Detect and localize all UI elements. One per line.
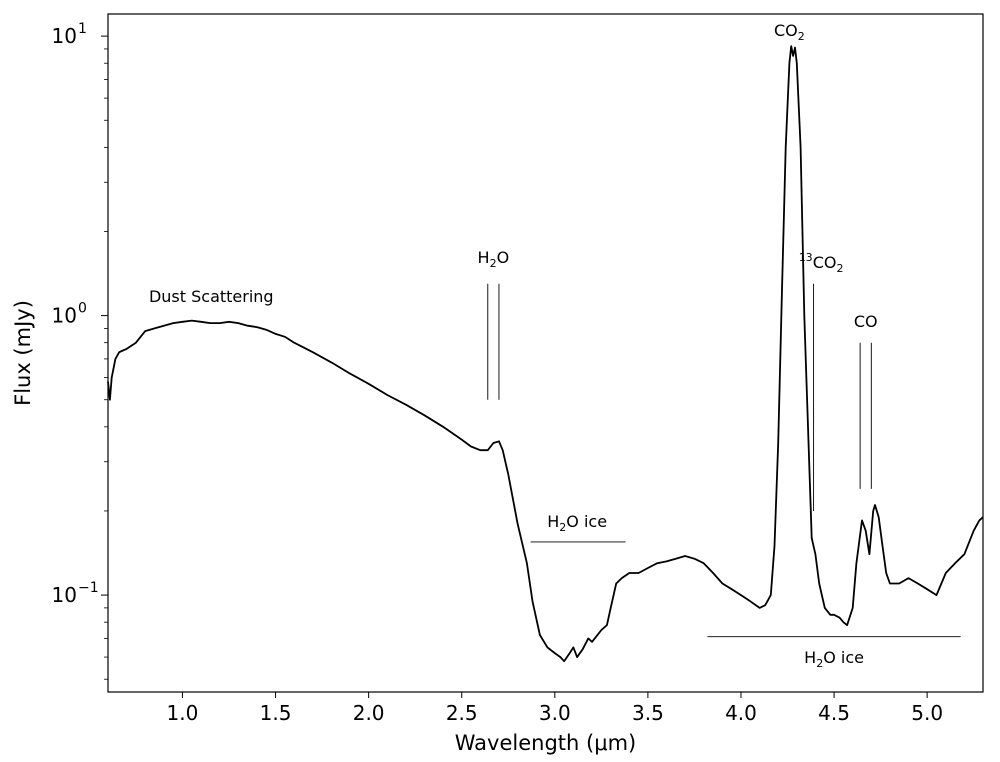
h2o-ice-label-2: H2O ice bbox=[804, 648, 864, 670]
y-tick-exponent: 0 bbox=[78, 301, 87, 317]
x-tick-label: 1.5 bbox=[260, 701, 292, 725]
h2o-ice-2-main: H bbox=[804, 648, 816, 667]
y-axis-label: Flux (mJy) bbox=[11, 300, 35, 406]
h2o-ice-label-1: H2O ice bbox=[547, 512, 607, 534]
axes: Wavelength (μm) Flux (mJy) 1.0 1.5 2.0 2.5 3… bbox=[11, 13, 984, 755]
13co2-main: CO bbox=[813, 253, 837, 272]
y-tick-label: 10 bbox=[52, 24, 77, 48]
h2o-main: H bbox=[478, 248, 490, 267]
h2o-ice-1-tail: O ice bbox=[566, 512, 607, 531]
y-tick-label: 10 bbox=[52, 583, 77, 607]
13co2-sub: 2 bbox=[836, 262, 843, 275]
annotations: Dust Scattering H2O H2O ice H2O ice CO2 … bbox=[149, 21, 961, 670]
co2-label: CO2 bbox=[774, 21, 805, 43]
h2o-tail: O bbox=[497, 248, 510, 267]
dust-scattering-label: Dust Scattering bbox=[149, 287, 274, 306]
plot-area bbox=[107, 45, 984, 663]
13co2-label: 13CO2 bbox=[799, 251, 844, 275]
co-label: CO bbox=[854, 312, 878, 331]
h2o-sub: 2 bbox=[490, 257, 497, 270]
co2-main: CO bbox=[774, 21, 798, 40]
x-tick-label: 3.5 bbox=[632, 701, 664, 725]
x-tick-label: 5.0 bbox=[911, 701, 943, 725]
plot-frame bbox=[107, 13, 984, 693]
h2o-ice-2-sub: 2 bbox=[816, 657, 823, 670]
h2o-ice-1-sub: 2 bbox=[559, 521, 566, 534]
co2-sub: 2 bbox=[798, 30, 805, 43]
y-tick-label: 10 bbox=[52, 304, 77, 328]
spectrum-line bbox=[107, 45, 984, 663]
13co2-sup: 13 bbox=[799, 251, 813, 264]
x-axis-label: Wavelength (μm) bbox=[455, 731, 636, 755]
y-tick-exponent: −1 bbox=[78, 580, 99, 596]
y-tick-exponent: 1 bbox=[78, 21, 87, 37]
x-tick-label: 2.5 bbox=[446, 701, 478, 725]
h2o-label: H2O bbox=[478, 248, 510, 270]
x-tick-label: 1.0 bbox=[167, 701, 199, 725]
x-tick-label: 4.0 bbox=[725, 701, 757, 725]
x-tick-label: 4.5 bbox=[818, 701, 850, 725]
h2o-ice-2-tail: O ice bbox=[823, 648, 864, 667]
x-tick-label: 2.0 bbox=[353, 701, 385, 725]
x-tick-label: 3.0 bbox=[539, 701, 571, 725]
h2o-ice-1-main: H bbox=[547, 512, 559, 531]
